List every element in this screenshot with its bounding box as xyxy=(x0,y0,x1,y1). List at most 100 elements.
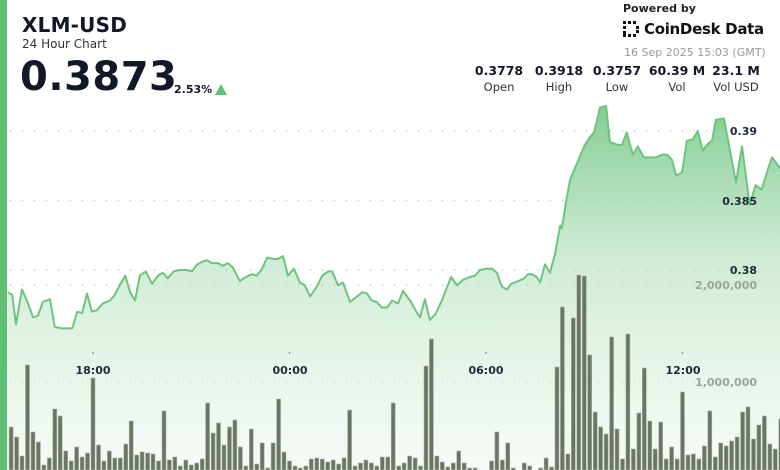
volume-bar xyxy=(205,402,210,470)
volume-bar xyxy=(712,456,718,470)
time-tick-label: 12:00 xyxy=(665,364,700,377)
volume-bar xyxy=(369,462,374,470)
volume-bar xyxy=(8,426,14,470)
price-line xyxy=(7,105,780,330)
stat-vol-usd: 23.1 M Vol USD xyxy=(701,63,771,94)
volume-bar xyxy=(429,338,434,470)
volume-bar xyxy=(510,467,516,470)
stat-label: High xyxy=(545,80,573,94)
volume-bar xyxy=(41,464,47,470)
stat-vol: 60.39 M Vol xyxy=(642,63,712,94)
volume-bar xyxy=(287,460,292,470)
volume-bar xyxy=(570,317,576,470)
volume-bar xyxy=(543,457,549,470)
volume-bar xyxy=(123,443,129,470)
stat-value: 0.3757 xyxy=(592,63,642,78)
volume-bar xyxy=(418,465,423,470)
volume-bar xyxy=(734,436,740,470)
stat-label: Vol USD xyxy=(713,80,759,94)
volume-bar xyxy=(85,452,90,470)
volume-bar xyxy=(101,460,107,470)
volume-bar xyxy=(150,453,156,470)
coindesk-logo-icon xyxy=(623,21,639,37)
volume-bar xyxy=(718,442,724,470)
volume-bar xyxy=(232,419,238,470)
volume-bar xyxy=(112,457,118,470)
volume-bar xyxy=(669,446,674,470)
price-tick-label: 0.385 xyxy=(722,195,757,208)
volume-bar xyxy=(489,460,494,470)
volume-bar xyxy=(63,450,69,470)
volume-bar xyxy=(249,428,254,470)
volume-bar xyxy=(172,456,178,470)
volume-bar xyxy=(756,424,762,470)
volume-bar xyxy=(691,453,696,470)
volume-bar xyxy=(379,456,385,470)
stat-low: 0.3757 Low xyxy=(582,63,652,94)
volume-bar xyxy=(178,465,183,470)
volume-bar xyxy=(494,431,500,470)
volume-bar xyxy=(281,451,287,470)
volume-bar xyxy=(118,457,123,470)
asset-symbol: XLM-USD xyxy=(22,13,128,37)
volume-bar xyxy=(68,460,74,470)
volume-bar xyxy=(216,422,221,470)
volume-bar xyxy=(265,467,271,470)
volume-bar xyxy=(25,364,30,470)
volume-bar xyxy=(636,412,642,470)
price-tick-label: 0.38 xyxy=(730,264,757,277)
volume-bar xyxy=(538,467,543,470)
volume-bar xyxy=(521,462,527,470)
volume-bar xyxy=(319,458,325,470)
coindesk-data-logo: CoinDesk Data xyxy=(622,20,764,38)
volume-bar xyxy=(702,445,707,470)
volume-tick-label: 1,000,000 xyxy=(695,376,757,389)
volume-bar xyxy=(254,463,260,470)
volume-bar xyxy=(696,458,702,470)
volume-bar xyxy=(396,465,402,470)
volume-bar xyxy=(36,441,41,470)
volume-bar xyxy=(210,432,216,470)
volume-bar xyxy=(576,274,582,470)
volume-bar xyxy=(128,420,134,470)
volume-bar xyxy=(156,460,161,470)
volume-bar xyxy=(107,450,112,470)
timestamp: 16 Sep 2025 15:03 (GMT) xyxy=(624,46,766,59)
volume-bar xyxy=(500,459,505,470)
volume-bar xyxy=(450,462,456,470)
current-price: 0.3873 xyxy=(20,54,178,100)
volume-bar xyxy=(14,436,19,470)
volume-bar xyxy=(401,462,407,470)
volume-bar xyxy=(472,467,478,470)
volume-bar xyxy=(57,415,63,470)
volume-bar xyxy=(778,418,780,470)
volume-bar xyxy=(423,365,429,470)
volume-bar xyxy=(167,459,172,470)
volume-bar xyxy=(652,448,658,470)
volume-bar xyxy=(751,438,756,470)
accent-stripe xyxy=(0,0,7,470)
volume-bar xyxy=(647,420,653,470)
volume-bar xyxy=(161,410,167,470)
volume-bar xyxy=(79,456,85,470)
volume-bar xyxy=(505,442,511,470)
volume-bar xyxy=(598,426,603,470)
volume-bar xyxy=(581,275,587,470)
stat-label: Open xyxy=(483,80,515,94)
volume-bar xyxy=(745,406,751,470)
volume-bar xyxy=(707,410,713,470)
volume-bar xyxy=(96,444,101,470)
stat-open: 0.3778 Open xyxy=(464,63,534,94)
volume-bar xyxy=(183,459,189,470)
chart-subtitle: 24 Hour Chart xyxy=(22,37,107,51)
stat-value: 0.3778 xyxy=(474,63,524,78)
volume-bar xyxy=(270,442,276,470)
volume-bar xyxy=(772,448,778,470)
volume-bar xyxy=(243,465,249,470)
volume-bar xyxy=(90,377,96,470)
volume-bar xyxy=(587,354,593,470)
volume-bar xyxy=(723,445,729,470)
volume-bar xyxy=(336,463,341,470)
volume-bar xyxy=(330,459,336,470)
